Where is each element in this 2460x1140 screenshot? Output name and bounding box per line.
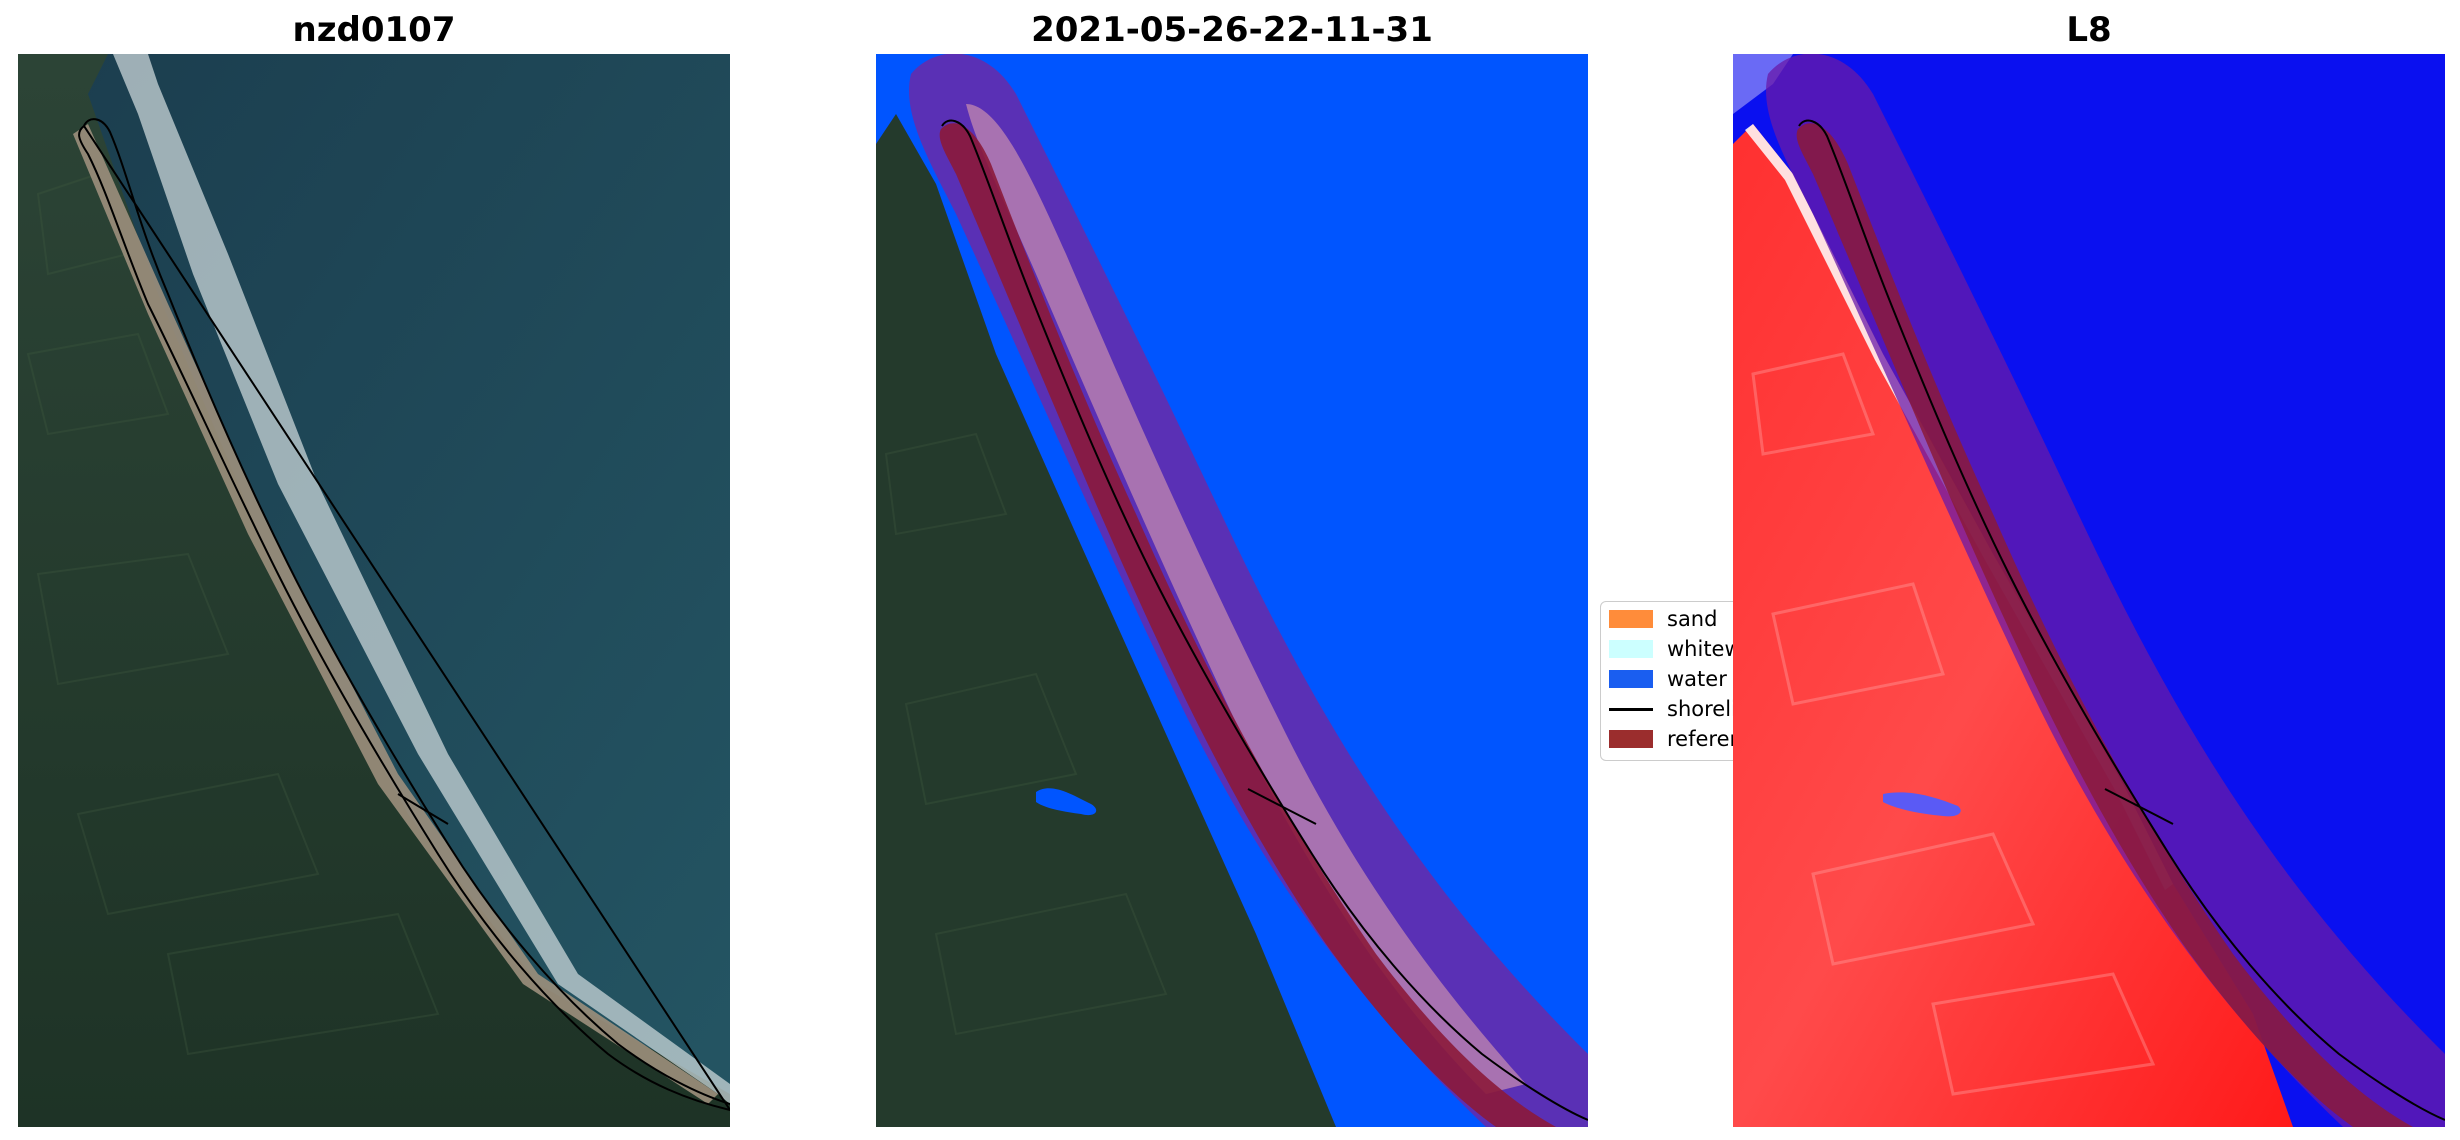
panel-title-index: L8 xyxy=(2066,10,2112,50)
index-map xyxy=(1733,54,2445,1127)
panel-title-rgb: nzd0107 xyxy=(292,10,456,50)
legend-label: shoreli xyxy=(1667,697,1737,721)
legend-label: whitew xyxy=(1667,637,1742,661)
legend-item-water: water xyxy=(1609,664,1727,694)
panel-title-classification: 2021-05-26-22-11-31 xyxy=(1031,10,1433,50)
classification-map xyxy=(876,54,1588,1127)
legend-label: water xyxy=(1667,667,1727,691)
legend-item-reference: referer xyxy=(1609,724,1738,754)
legend-swatch-sand xyxy=(1609,610,1653,628)
legend-swatch-water xyxy=(1609,670,1653,688)
legend-item-whitewater: whitew xyxy=(1609,634,1742,664)
legend-label: sand xyxy=(1667,607,1718,631)
legend-item-shoreline: shoreli xyxy=(1609,694,1737,724)
legend-line-shoreline xyxy=(1609,707,1653,711)
legend-swatch-reference xyxy=(1609,730,1653,748)
legend-item-sand: sand xyxy=(1609,604,1717,634)
legend-label: referer xyxy=(1667,727,1739,751)
legend: sand whitew water shoreli referer xyxy=(1600,601,1742,761)
legend-swatch-whitewater xyxy=(1609,640,1653,658)
rgb-satellite-image xyxy=(18,54,730,1127)
